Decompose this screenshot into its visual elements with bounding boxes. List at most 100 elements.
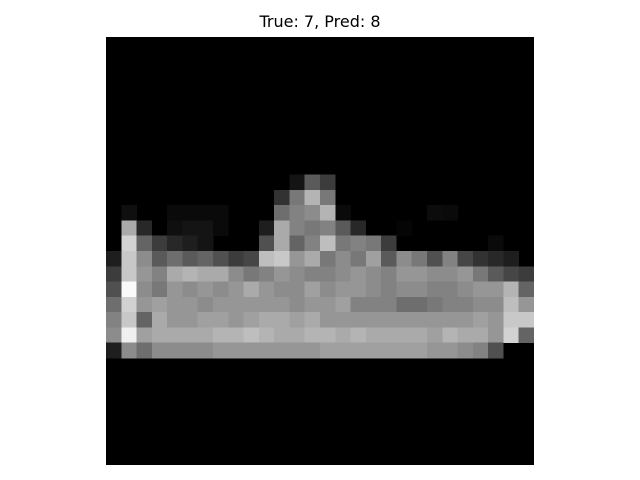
- pixel: [335, 251, 351, 267]
- pixel: [258, 251, 275, 267]
- pixel: [320, 281, 336, 298]
- pixel: [396, 251, 413, 267]
- pixel: [136, 251, 153, 267]
- pixel: [167, 251, 183, 267]
- pixel: [365, 342, 382, 359]
- pixel: [136, 266, 153, 282]
- pixel: [488, 281, 504, 298]
- pixel: [182, 220, 199, 237]
- pixel: [396, 266, 413, 282]
- pixel: [472, 312, 489, 328]
- pixel: [427, 281, 443, 298]
- pixel: [411, 327, 428, 344]
- pixel: [167, 205, 183, 221]
- pixel: [106, 312, 122, 328]
- pixel: [396, 342, 413, 359]
- pixel: [228, 266, 244, 282]
- pixel: [167, 235, 183, 252]
- pixel: [457, 327, 474, 344]
- pixel: [213, 220, 229, 237]
- pixel: [167, 266, 183, 282]
- pixel: [320, 296, 336, 313]
- pixel: [167, 220, 183, 237]
- pixel: [518, 312, 534, 328]
- pixel: [167, 281, 183, 298]
- pixel: [457, 251, 474, 267]
- pixel: [350, 281, 367, 298]
- pixel: [503, 266, 520, 282]
- pixel: [258, 312, 275, 328]
- pixel: [151, 312, 168, 328]
- pixel: [274, 251, 290, 267]
- pixel: [136, 235, 153, 252]
- pixel: [243, 296, 260, 313]
- pixel: [488, 312, 504, 328]
- pixel: [289, 327, 306, 344]
- pixel: [335, 266, 351, 282]
- pixel: [182, 312, 199, 328]
- pixel: [381, 281, 397, 298]
- pixel: [289, 296, 306, 313]
- pixel: [320, 266, 336, 282]
- pixel: [396, 281, 413, 298]
- pixel: [488, 266, 504, 282]
- pixel: [365, 327, 382, 344]
- pixel: [274, 281, 290, 298]
- pixel: [365, 251, 382, 267]
- pixel: [365, 312, 382, 328]
- pixel: [472, 327, 489, 344]
- pixel: [503, 312, 520, 328]
- pixel: [274, 327, 290, 344]
- pixel: [197, 327, 214, 344]
- pixel: [121, 281, 137, 298]
- pixel: [457, 312, 474, 328]
- pixel: [243, 266, 260, 282]
- pixel: [503, 327, 520, 344]
- pixel: [488, 296, 504, 313]
- pixel: [320, 220, 336, 237]
- pixel: [411, 312, 428, 328]
- pixel: [151, 251, 168, 267]
- pixel: [151, 296, 168, 313]
- pixel: [350, 312, 367, 328]
- pixel: [274, 235, 290, 252]
- pixel: [289, 251, 306, 267]
- pixel: [427, 296, 443, 313]
- pixel: [503, 296, 520, 313]
- pixel: [274, 312, 290, 328]
- pixel: [335, 205, 351, 221]
- pixel: [335, 235, 351, 252]
- pixel: [365, 296, 382, 313]
- pixel: [442, 205, 458, 221]
- pixel: [213, 312, 229, 328]
- pixel: [274, 342, 290, 359]
- pixel: [518, 281, 534, 298]
- pixel: [304, 342, 321, 359]
- pixel: [350, 235, 367, 252]
- pixel: [335, 327, 351, 344]
- pixel: [488, 251, 504, 267]
- pixel: [442, 281, 458, 298]
- pixel: [197, 266, 214, 282]
- pixel: [121, 251, 137, 267]
- pixel: [136, 327, 153, 344]
- pixel: [182, 266, 199, 282]
- pixel: [381, 266, 397, 282]
- pixel: [106, 296, 122, 313]
- pixel: [213, 296, 229, 313]
- pixel: [197, 251, 214, 267]
- pixel: [396, 220, 413, 237]
- pixel: [442, 266, 458, 282]
- pixel: [121, 235, 137, 252]
- pixel: [411, 266, 428, 282]
- pixel: [151, 327, 168, 344]
- pixel: [289, 205, 306, 221]
- pixel: [289, 235, 306, 252]
- pixel: [258, 220, 275, 237]
- pixel: [335, 342, 351, 359]
- pixel: [411, 281, 428, 298]
- pixel: [320, 174, 336, 191]
- pixel: [503, 251, 520, 267]
- pixel: [121, 342, 137, 359]
- pixel: [243, 251, 260, 267]
